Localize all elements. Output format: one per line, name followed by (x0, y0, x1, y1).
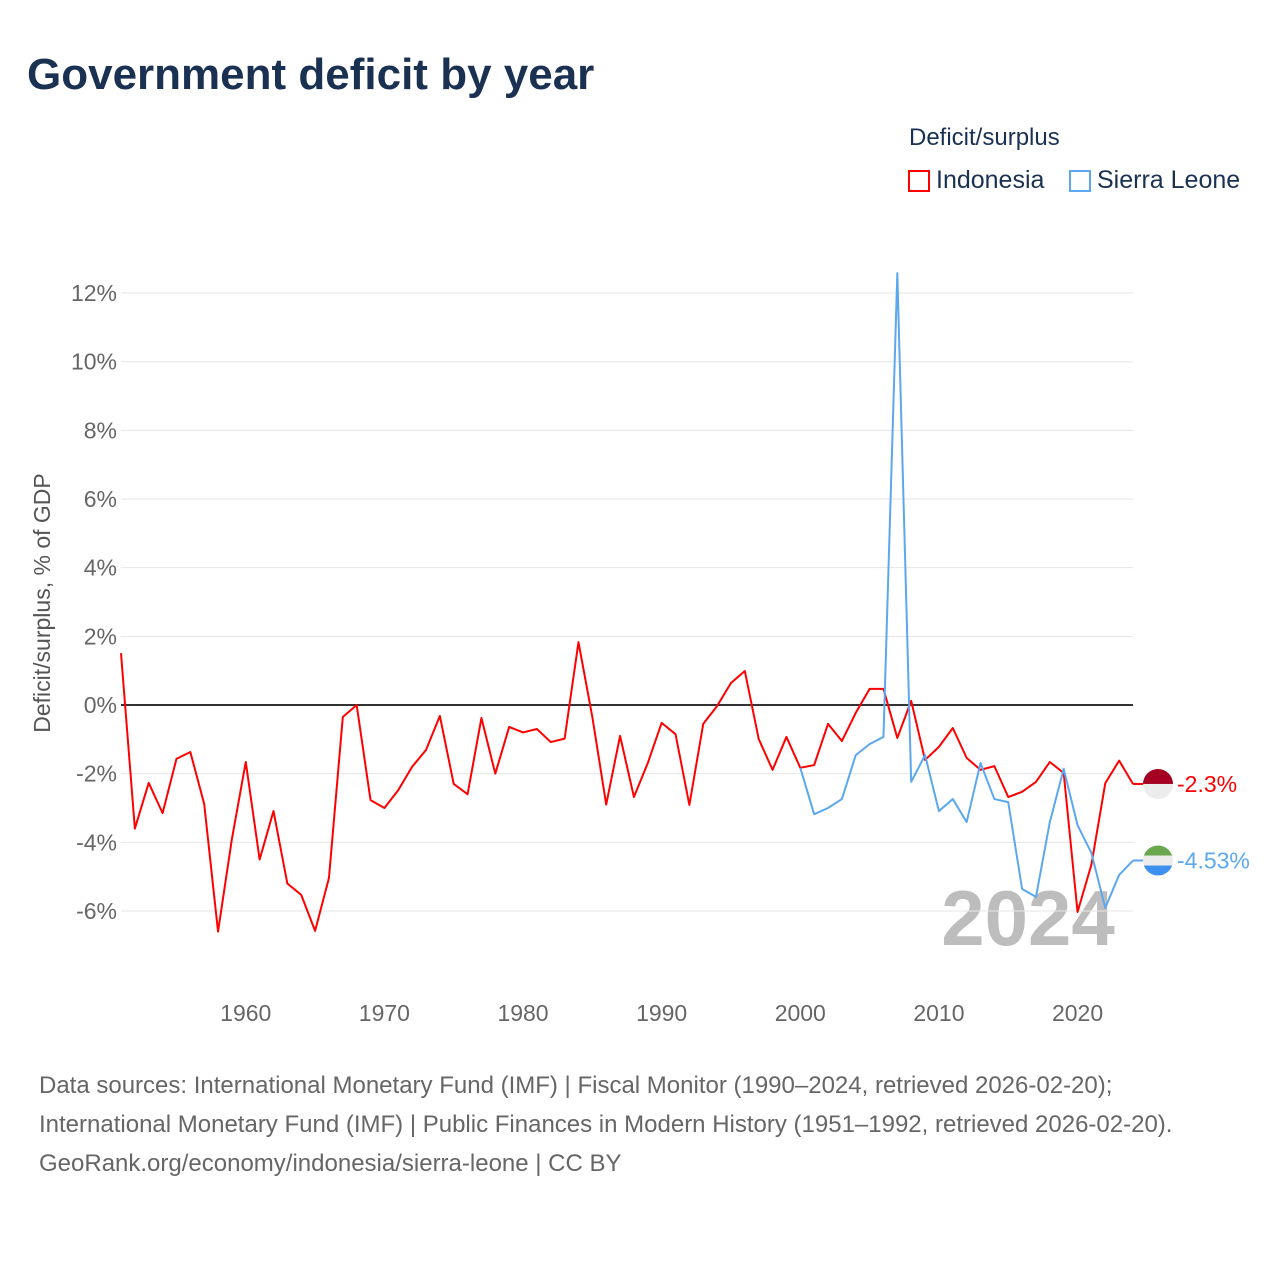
x-tick-label: 1980 (497, 1000, 548, 1026)
x-tick-label: 1990 (636, 1000, 687, 1026)
flag-sierra-leone-icon (1143, 845, 1173, 876)
end-value-label-sierra-leone: -4.53% (1177, 848, 1250, 874)
y-tick-label: 2% (84, 623, 117, 649)
data-sources: Data sources: International Monetary Fun… (39, 1072, 1173, 1138)
y-tick-label: -2% (76, 761, 117, 787)
y-tick-label: 10% (71, 349, 117, 375)
legend-title: Deficit/surplus (909, 124, 1060, 151)
x-tick-label: 2010 (913, 1000, 964, 1026)
legend-swatch-indonesia (908, 169, 930, 192)
y-tick-label: 8% (84, 417, 117, 443)
flag-band (1143, 768, 1173, 785)
x-tick-label: 1960 (220, 1000, 271, 1026)
legend-item-indonesia[interactable]: Indonesia (908, 166, 1044, 195)
flag-indonesia-icon (1143, 768, 1173, 799)
legend-swatch-sierra-leone (1069, 169, 1091, 192)
flag-band (1143, 783, 1173, 799)
y-tick-label: -6% (76, 898, 117, 924)
y-tick-label: 4% (84, 555, 117, 581)
legend-label: Indonesia (936, 166, 1045, 194)
y-tick-label: 6% (84, 486, 117, 512)
legend-item-sierra-leone[interactable]: Sierra Leone (1069, 166, 1240, 195)
flag-band (1143, 855, 1173, 867)
flag-band (1143, 865, 1173, 876)
legend-label: Sierra Leone (1097, 166, 1241, 194)
x-tick-label: 2020 (1052, 1000, 1103, 1026)
series-line-indonesia (120, 641, 1134, 933)
y-tick-label: 12% (71, 280, 117, 306)
flag-band (1143, 845, 1173, 857)
year-watermark: 2024 (941, 874, 1115, 962)
y-tick-label: -4% (76, 829, 117, 855)
series-line-sierra-leone (799, 272, 1134, 909)
credit-link[interactable]: GeoRank.org/economy/indonesia/sierra-leo… (39, 1150, 622, 1177)
footer: Data sources: International Monetary Fun… (39, 1066, 1239, 1183)
y-axis-label: Deficit/surplus, % of GDP (29, 473, 55, 732)
end-value-label-indonesia: -2.3% (1177, 771, 1237, 797)
x-tick-label: 1970 (359, 1000, 410, 1026)
y-tick-label: 0% (84, 692, 117, 718)
x-tick-label: 2000 (775, 1000, 826, 1026)
chart-title: Government deficit by year (27, 50, 595, 99)
